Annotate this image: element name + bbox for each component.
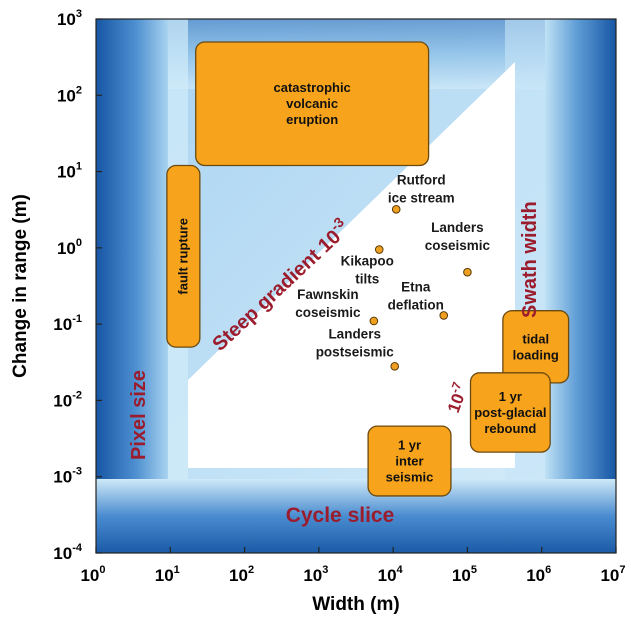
point-label-4: deflation [388,297,444,312]
swath-width-label: Swath width [519,201,541,318]
pixel-size-label: Pixel size [128,370,150,460]
box-label-line: seismic [386,470,434,485]
box-label-line: post-glacial [474,405,546,420]
point-label-5: Landers [328,326,381,341]
pixel-size-band [96,19,168,553]
y-tick-label: 101 [57,161,82,182]
y-tick-label: 10-1 [53,313,82,334]
swath-width-band [545,19,616,553]
box-label-line: inter [395,454,423,469]
x-tick-label: 104 [378,564,404,585]
point-label-1: Kikapoo [341,254,394,269]
data-point-2 [463,267,472,277]
box-shape [166,164,201,348]
x-tick-label: 106 [526,564,551,585]
x-axis-ticks: 100 101 102 103 104 105 106 107 [80,547,626,585]
y-tick-label: 10-3 [53,466,82,487]
box-shape [195,41,430,167]
point-label-1: tilts [355,272,379,287]
point-label-3: Fawnskin [297,287,359,302]
point-label-3: coseismic [295,305,361,320]
y-axis-ticks: 10-4 10-3 10-2 10-1 100 101 102 103 [53,8,102,563]
box-label-line: eruption [286,112,338,127]
observable-region [188,62,515,468]
cycle-slice-label: Cycle slice [286,504,395,527]
data-point-5 [390,362,400,371]
box-shape [367,425,452,497]
box-shape [469,372,551,453]
x-tick-label: 107 [600,564,625,585]
point-label-0: ice stream [388,190,455,205]
data-point-1 [374,245,384,254]
plot-frame [95,18,617,554]
box-label-line: volcanic [286,96,338,111]
box-1: fault rupture [166,164,201,348]
x-tick-label: 100 [80,564,105,585]
box-label-line: loading [513,347,559,362]
x-tick-label: 105 [452,564,477,585]
cycle-slice-band [96,479,616,553]
x-tick-label: 103 [303,564,328,585]
box-label-line: 1 yr [499,389,522,404]
point-label-4: Etna [401,279,431,294]
box-label-line: 1 yr [398,438,421,453]
point-labels: Rutford ice stream Kikapoo tilts Landers cose… [295,172,490,359]
point-label-5: postseismic [316,344,395,359]
y-tick-label: 10-4 [53,542,83,563]
y-tick-label: 100 [57,237,82,258]
y-tick-label: 103 [57,8,82,29]
point-label-2: Landers [431,220,484,235]
y-axis-label: Change in range (m) [10,194,31,378]
box-label-line: catastrophic [273,80,350,95]
box-label: fault rupture [175,218,190,295]
y-tick-label: 102 [57,84,82,105]
data-points [369,205,472,371]
x-tick-label: 101 [155,564,180,585]
data-point-3 [369,316,379,326]
point-label-0: Rutford [397,172,446,187]
x-axis-label: Width (m) [312,594,399,615]
y-tick-label: 10-2 [53,389,82,410]
point-label-2: coseismic [425,238,491,253]
box-label-line: tidal [522,331,549,346]
data-point-0 [391,205,401,214]
box-label-line: rebound [484,421,536,436]
x-tick-label: 102 [229,564,254,585]
shallow-gradient-exp: -7 [448,380,465,395]
data-point-4 [439,311,449,320]
